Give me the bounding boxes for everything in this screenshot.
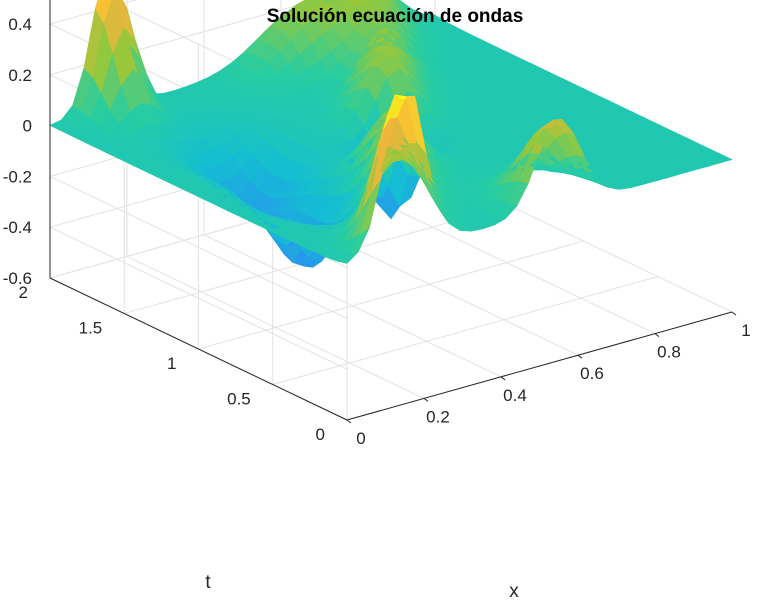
t-axis-line	[49, 277, 348, 421]
z-tick-label: 0	[23, 117, 32, 136]
x-tick-label: 0.2	[426, 407, 450, 426]
t-tick-label: 2	[19, 283, 28, 302]
t-tick-label: 1	[167, 354, 176, 373]
t-axis-label: t	[205, 572, 211, 593]
axes	[49, 0, 737, 424]
t-tick-label: 0.5	[227, 390, 251, 409]
x-tick-label: 0.8	[657, 343, 681, 362]
z-tick-label: -0.4	[3, 218, 32, 237]
x-axis-line	[346, 311, 733, 421]
surface-patch	[332, 0, 345, 4]
t-tick-label: 0	[316, 425, 325, 444]
z-tick-label: 0.2	[8, 66, 32, 85]
z-tick-label: -0.2	[3, 167, 32, 186]
x-tick-label: 0.4	[503, 386, 527, 405]
tick-labels: 0 0.2 0.4 0.6 0.8 1 0 0.5 1 1.5 2-0.6 -0.4 -0.2 0 0.2 0…	[3, 15, 751, 448]
t-tick-label: 1.5	[79, 319, 103, 338]
surface-patch	[711, 155, 733, 164]
surface-mesh	[49, 0, 733, 268]
x-axis-label: x	[509, 581, 519, 600]
x-tick-label: 1	[741, 321, 750, 340]
z-tick-label: -0.6	[3, 269, 32, 288]
z-tick-label: 0.4	[8, 15, 32, 34]
x-tick-label: 0.6	[580, 364, 604, 383]
x-tick-label: 0	[356, 429, 365, 448]
chart-title: Solución ecuación de ondas	[267, 6, 524, 27]
